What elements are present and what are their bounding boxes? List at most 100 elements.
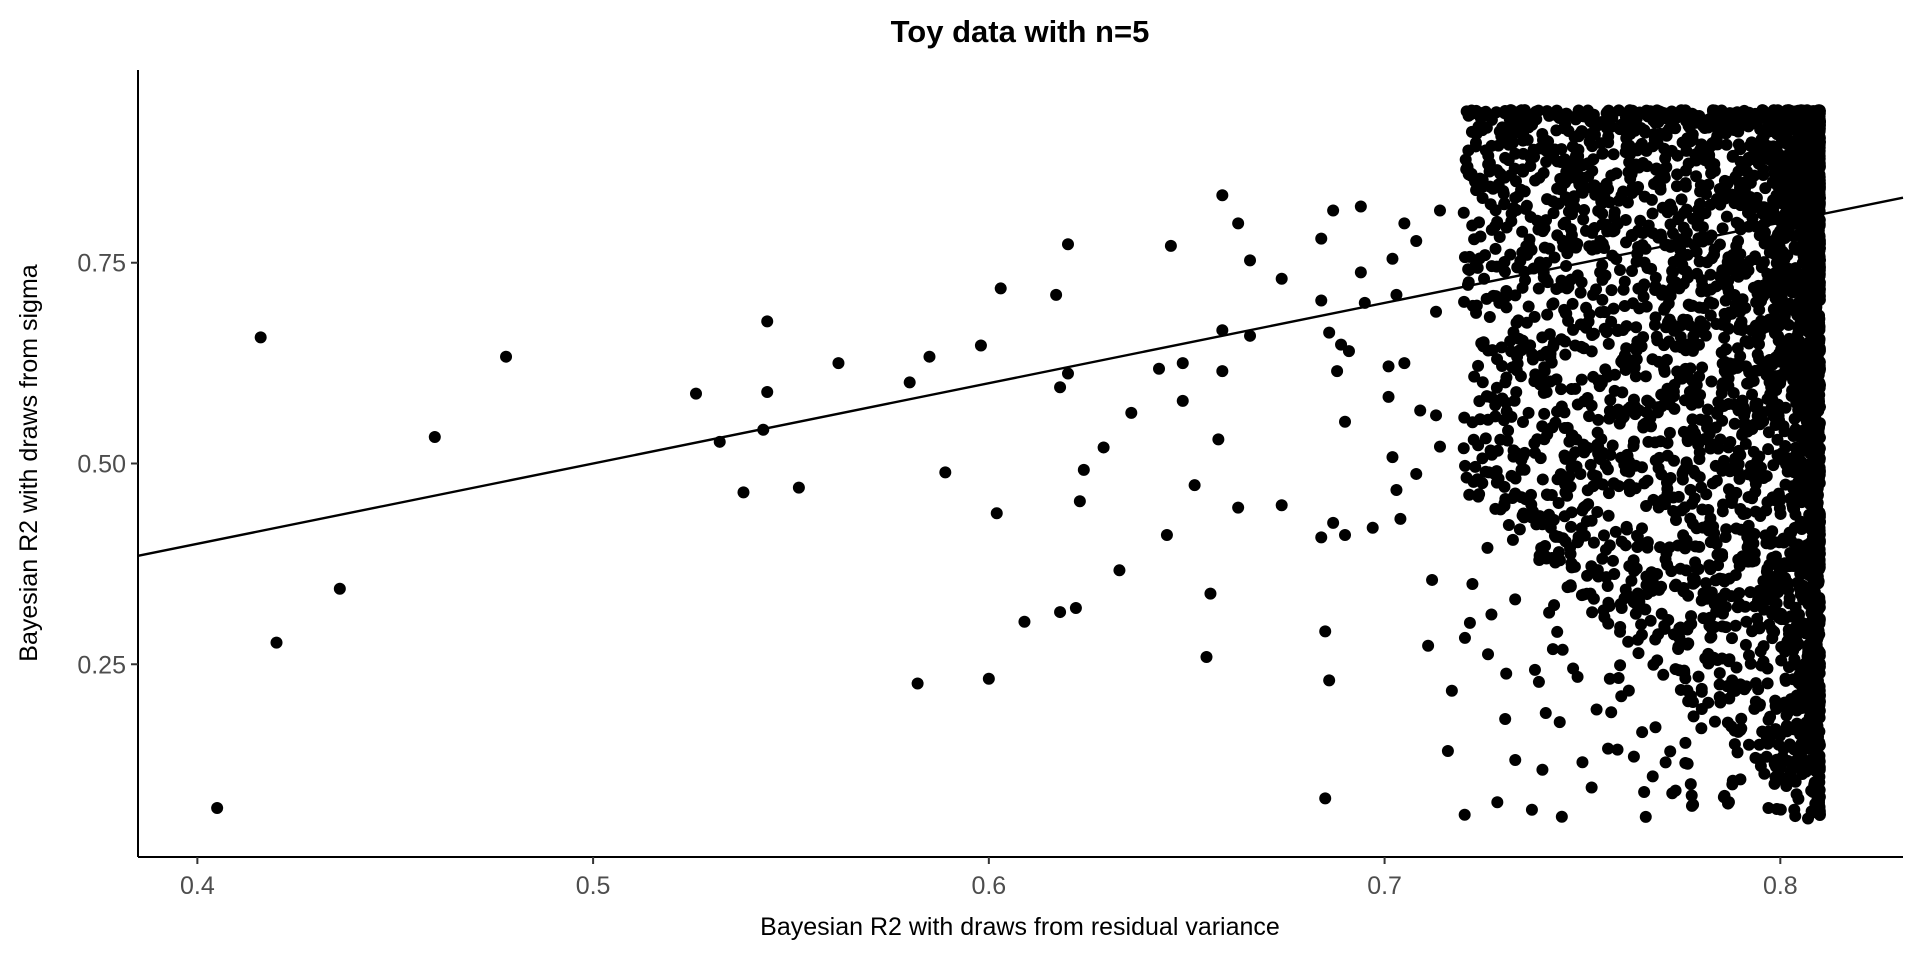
data-point — [1625, 574, 1638, 587]
data-point — [1586, 140, 1599, 153]
data-point — [1783, 354, 1796, 367]
data-point — [1608, 568, 1621, 581]
data-point — [1722, 797, 1735, 810]
data-point — [1512, 346, 1525, 359]
data-point — [1216, 189, 1229, 202]
data-point — [1200, 651, 1213, 664]
data-point — [1591, 564, 1604, 577]
data-point — [1204, 587, 1217, 600]
data-point — [1547, 297, 1560, 310]
data-point — [1605, 706, 1618, 719]
data-point — [1232, 501, 1245, 514]
x-tick-label: 0.7 — [1367, 872, 1402, 900]
data-point — [1578, 529, 1591, 542]
data-point — [1471, 261, 1484, 274]
y-tick-label: 0.25 — [77, 651, 126, 679]
data-point — [1767, 303, 1780, 316]
data-point — [1797, 593, 1810, 606]
data-point — [1679, 104, 1692, 117]
data-point — [1564, 223, 1577, 236]
data-point — [1527, 143, 1540, 156]
y-tick-label: 0.75 — [77, 250, 126, 278]
data-point — [1713, 603, 1726, 616]
data-point — [1608, 368, 1621, 381]
data-point — [1625, 264, 1638, 277]
data-point — [1547, 148, 1560, 161]
data-point — [1597, 305, 1610, 318]
data-point — [1558, 510, 1571, 523]
data-point — [1601, 325, 1614, 338]
data-point — [1766, 525, 1779, 538]
data-point — [1489, 242, 1502, 255]
data-point — [1636, 726, 1649, 739]
data-point — [1764, 537, 1777, 550]
data-point — [1786, 384, 1799, 397]
data-point — [903, 376, 916, 389]
data-point — [1682, 637, 1695, 650]
data-point — [1755, 261, 1768, 274]
data-point — [1509, 175, 1522, 188]
data-point — [1491, 796, 1504, 809]
data-point — [1729, 457, 1742, 470]
x-axis-ticks: 0.4 0.5 0.6 0.7 0.8 — [180, 857, 1798, 900]
data-point — [1681, 757, 1694, 770]
data-point — [211, 802, 224, 815]
data-point — [1509, 487, 1522, 500]
data-point — [1789, 423, 1802, 436]
data-point — [1458, 251, 1471, 264]
data-point — [1725, 188, 1738, 201]
data-point — [1752, 157, 1765, 170]
data-point — [1630, 353, 1643, 366]
data-point — [1764, 710, 1777, 723]
data-point — [1461, 164, 1474, 177]
data-point — [1655, 388, 1668, 401]
data-point — [1699, 577, 1712, 590]
data-point — [1805, 172, 1818, 185]
data-point — [1620, 523, 1633, 536]
data-point — [1685, 387, 1698, 400]
chart-title: Toy data with n=5 — [891, 14, 1150, 49]
data-point — [1734, 143, 1747, 156]
data-point — [1684, 512, 1697, 525]
data-point — [1760, 112, 1773, 125]
data-point — [1497, 184, 1510, 197]
data-point — [911, 677, 924, 690]
data-point — [1771, 179, 1784, 192]
data-point — [1718, 331, 1731, 344]
data-point — [1513, 523, 1526, 536]
data-point — [1782, 452, 1795, 465]
data-point — [1727, 107, 1740, 120]
data-point — [1704, 198, 1717, 211]
data-point — [1244, 254, 1257, 267]
data-point — [1701, 403, 1714, 416]
data-point — [1689, 540, 1702, 553]
data-point — [1522, 121, 1535, 134]
data-point — [1536, 763, 1549, 776]
data-point — [1778, 640, 1791, 653]
data-point — [1586, 243, 1599, 256]
data-point — [1485, 608, 1498, 621]
x-axis-title: Bayesian R2 with draws from residual var… — [760, 913, 1280, 941]
data-point — [1611, 743, 1624, 756]
data-point — [1552, 530, 1565, 543]
data-point — [1562, 280, 1575, 293]
data-point — [1608, 477, 1621, 490]
data-point — [1778, 281, 1791, 294]
data-point — [1681, 435, 1694, 448]
data-point — [1342, 345, 1355, 358]
data-point — [1232, 217, 1245, 230]
data-point — [1505, 410, 1518, 423]
data-point — [1593, 452, 1606, 465]
data-point — [1791, 696, 1804, 709]
data-point — [1569, 382, 1582, 395]
data-point — [1785, 147, 1798, 160]
data-point — [1517, 106, 1530, 119]
data-point — [1644, 614, 1657, 627]
data-point — [1680, 564, 1693, 577]
data-point — [1792, 538, 1805, 551]
data-point — [1536, 225, 1549, 238]
data-point — [1755, 133, 1768, 146]
data-point — [1571, 670, 1584, 683]
data-point — [1666, 273, 1679, 286]
data-point — [1553, 716, 1566, 729]
